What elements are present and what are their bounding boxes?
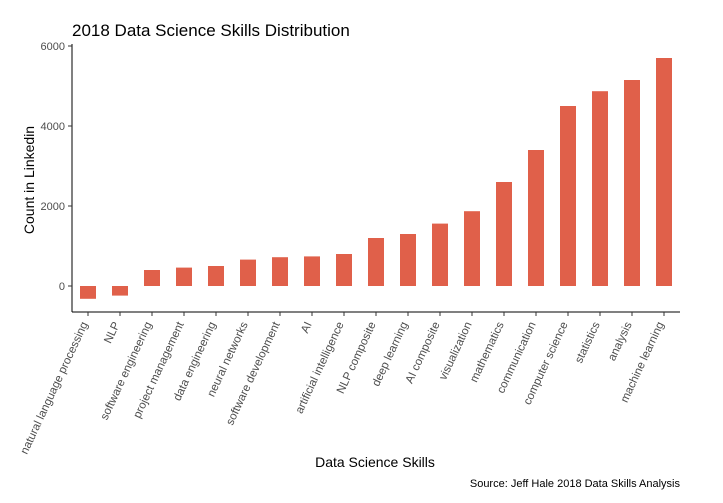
bar-2 xyxy=(144,270,160,286)
bar-3 xyxy=(176,267,192,286)
x-tick-label-8: artificial intelligence xyxy=(294,320,347,415)
bar-18 xyxy=(656,58,672,286)
bar-5 xyxy=(240,259,256,286)
bar-9 xyxy=(368,238,384,286)
y-tick-label-0: 0 xyxy=(59,281,65,293)
bar-0 xyxy=(80,286,96,299)
x-tick-label-13: mathematics xyxy=(468,320,507,384)
x-tick-label-0: natural language processing xyxy=(19,320,91,456)
bar-15 xyxy=(560,106,576,286)
source-caption: Source: Jeff Hale 2018 Data Skills Analy… xyxy=(470,478,681,490)
x-tick-label-17: analysis xyxy=(606,320,635,363)
y-tick-label-2: 4000 xyxy=(41,121,65,133)
plot-area xyxy=(80,58,672,299)
y-axis-title: Count in Linkedin xyxy=(21,126,37,234)
x-axis-title: Data Science Skills xyxy=(315,454,435,470)
bar-16 xyxy=(592,91,608,286)
bar-13 xyxy=(496,182,512,286)
x-tick-label-1: NLP xyxy=(102,320,122,346)
y-axis: 0 2000 4000 6000 xyxy=(41,41,73,312)
chart-title: 2018 Data Science Skills Distribution xyxy=(72,21,350,40)
y-tick-label-3: 6000 xyxy=(41,41,65,53)
bar-1 xyxy=(112,286,128,296)
bar-6 xyxy=(272,257,288,286)
bar-10 xyxy=(400,234,416,286)
bar-4 xyxy=(208,266,224,286)
y-tick-label-1: 2000 xyxy=(41,201,65,213)
x-tick-label-12: visualization xyxy=(437,320,474,382)
bar-11 xyxy=(432,223,448,286)
bar-7 xyxy=(304,256,320,286)
x-tick-label-16: statistics xyxy=(573,320,603,365)
x-tick-label-7: AI xyxy=(299,320,314,335)
bar-17 xyxy=(624,80,640,286)
bar-8 xyxy=(336,254,352,286)
bar-14 xyxy=(528,150,544,286)
bar-12 xyxy=(464,211,480,286)
